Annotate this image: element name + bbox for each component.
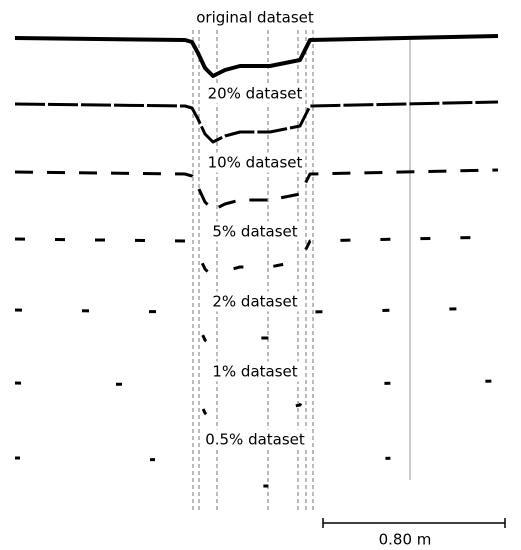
label-background: [202, 429, 308, 450]
guide-lines: [192, 30, 314, 510]
scale-bar-label: 0.80 m: [379, 531, 432, 549]
panel-label: 10% dataset: [208, 154, 303, 172]
label-background: [193, 7, 317, 28]
label-background: [209, 221, 301, 242]
point-profile: [14, 454, 499, 498]
point-profile: [14, 235, 499, 279]
panel-label: original dataset: [196, 9, 314, 27]
panel-label: 1% dataset: [212, 363, 297, 381]
point-profile: [14, 34, 499, 78]
panel-label: 2% dataset: [212, 293, 297, 311]
label-background: [204, 83, 306, 104]
panel-label: 0.5% dataset: [205, 431, 305, 449]
label-background: [209, 361, 301, 382]
profiles: [14, 34, 499, 498]
point-profile: [14, 306, 499, 350]
point-profile: [14, 379, 499, 423]
label-background: [204, 152, 306, 173]
panel-label: 5% dataset: [212, 223, 297, 241]
label-background: [209, 291, 301, 312]
point-profile: [14, 100, 499, 144]
point-profile: [14, 168, 499, 212]
panel-label: 20% dataset: [208, 85, 303, 103]
